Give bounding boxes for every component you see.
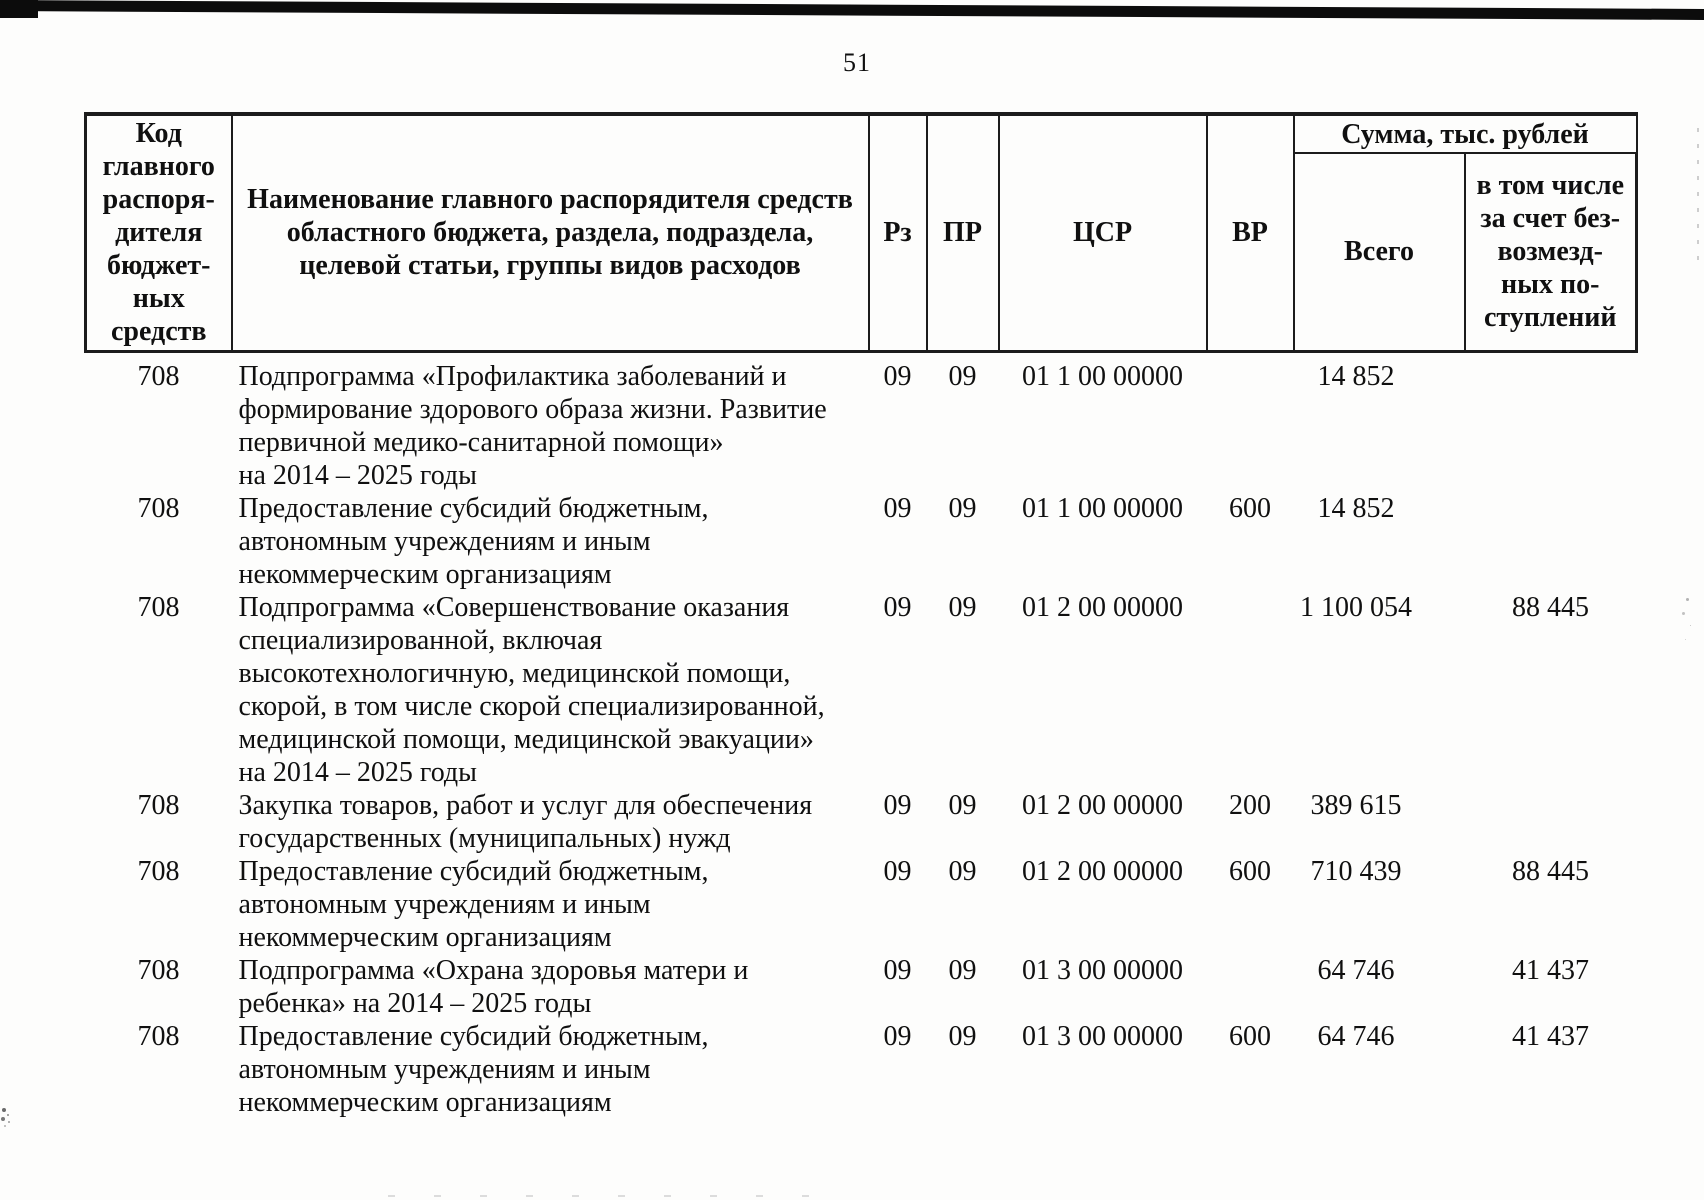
table-row: 708 Предоставление субсидий бюджетным, а… [86,492,1637,591]
table-row: 708 Подпрограмма «Совершенствование оказ… [86,591,1637,789]
column-header-sum-group: Сумма, тыс. рублей [1292,112,1638,154]
cell-gratuitous: 88 445 [1512,855,1589,887]
cell-rz: 09 [883,789,912,821]
cell-pr: 09 [948,1020,977,1052]
scan-artifact-top-left-corner [0,0,38,18]
cell-name: Предоставление субсидий бюджетным, автон… [238,855,709,953]
cell-rz: 09 [883,1020,912,1052]
column-header-pr: ПР [925,112,1000,353]
cell-rz: 09 [883,954,912,986]
cell-vr [1207,591,1294,789]
cell-csr: 01 1 00 00000 [1022,360,1183,392]
table-row: 708 Подпрограмма «Охрана здоровья матери… [86,954,1637,1020]
cell-pr: 09 [948,360,977,392]
cell-pr: 09 [948,954,977,986]
cell-total: 1 100 054 [1300,591,1412,623]
cell-pr: 09 [948,591,977,623]
cell-gratuitous: 41 437 [1512,1020,1589,1052]
table-row: 708 Предоставление субсидий бюджетным, а… [86,855,1637,954]
cell-csr: 01 2 00 00000 [1022,591,1183,623]
column-header-rz: Рз [867,112,928,353]
scan-artifact-top-bar [0,0,1704,21]
cell-rz: 09 [883,855,912,887]
cell-code: 708 [137,360,180,392]
table-row: 708 Предоставление субсидий бюджетным, а… [86,1020,1637,1119]
header-row-sub: Всего в том числе за счет без- возмезд- … [86,152,1638,353]
cell-gratuitous: 41 437 [1512,954,1589,986]
cell-rz: 09 [883,492,912,524]
cell-vr [1207,351,1294,492]
cell-name: Предоставление субсидий бюджетным, автон… [238,492,709,590]
column-header-name: Наименование главного распорядителя сред… [230,112,870,353]
cell-name: Закупка товаров, работ и услуг для обесп… [238,789,813,854]
scan-artifact-right-edge-dots [1697,128,1699,268]
cell-pr: 09 [948,492,977,524]
cell-csr: 01 1 00 00000 [1022,492,1183,524]
cell-code: 708 [137,789,180,821]
table-row: 708 Подпрограмма «Профилактика заболеван… [86,351,1637,492]
budget-table: Код главного распоря- дителя бюджет- ных… [84,112,1638,1119]
scan-artifact-bottom-edge-dots [388,1195,828,1197]
cell-total: 64 746 [1317,1020,1395,1052]
cell-vr: 200 [1229,789,1271,821]
cell-code: 708 [137,855,180,887]
cell-code: 708 [137,1020,180,1052]
cell-vr: 600 [1229,1020,1271,1052]
cell-total: 14 852 [1317,360,1395,392]
table-row: 708 Закупка товаров, работ и услуг для о… [86,789,1637,855]
cell-total: 710 439 [1310,855,1402,887]
column-header-gratuitous: в том числе за счет без- возмезд- ных по… [1463,152,1638,353]
cell-name: Подпрограмма «Охрана здоровья матери и р… [238,954,749,1019]
scan-artifact-ink-speck-left [2,1108,6,1112]
cell-total: 14 852 [1317,492,1395,524]
cell-name: Подпрограмма «Совершенствование оказания… [238,591,825,788]
cell-rz: 09 [883,360,912,392]
cell-gratuitous [1465,492,1637,591]
cell-gratuitous [1465,351,1637,492]
cell-code: 708 [137,492,180,524]
cell-gratuitous: 88 445 [1512,591,1589,623]
cell-csr: 01 2 00 00000 [1022,789,1183,821]
cell-csr: 01 2 00 00000 [1022,855,1183,887]
cell-name: Подпрограмма «Профилактика заболеваний и… [238,360,827,491]
cell-vr: 600 [1229,492,1271,524]
cell-code: 708 [137,591,180,623]
cell-csr: 01 3 00 00000 [1022,954,1183,986]
header-row-top: Код главного распоря- дителя бюджет- ных… [84,112,1638,353]
cell-code: 708 [137,954,180,986]
cell-total: 64 746 [1317,954,1395,986]
page-number: 51 [843,48,871,77]
column-header-total: Всего [1292,152,1466,353]
column-header-csr: ЦСР [997,112,1208,353]
cell-vr [1207,954,1294,1020]
column-header-code: Код главного распоря- дителя бюджет- ных… [84,112,233,353]
cell-name: Предоставление субсидий бюджетным, автон… [238,1020,709,1118]
cell-vr: 600 [1229,855,1271,887]
scan-artifact-ink-speck-right [1686,598,1689,601]
cell-pr: 09 [948,789,977,821]
cell-gratuitous [1465,789,1637,855]
cell-total: 389 615 [1310,789,1402,821]
column-header-vr: ВР [1205,112,1295,353]
cell-pr: 09 [948,855,977,887]
cell-rz: 09 [883,591,912,623]
cell-csr: 01 3 00 00000 [1022,1020,1183,1052]
